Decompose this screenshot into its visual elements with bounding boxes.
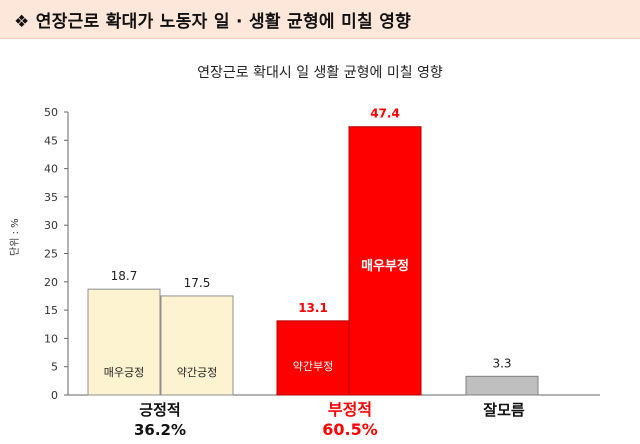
y-tick-label: 10 <box>44 332 58 345</box>
data-label: 3.3 <box>492 356 511 370</box>
y-tick-label: 50 <box>44 106 58 119</box>
group-unknown-name: 잘모름 <box>483 401 525 419</box>
y-tick-label: 5 <box>51 361 58 374</box>
bar-inner-label: 약간긍정 <box>177 365 217 379</box>
data-label: 18.7 <box>111 269 138 283</box>
bar-inner-label: 매우부정 <box>361 258 409 274</box>
chart-title: 연장근로 확대시 일 생활 균형에 미칠 영향 <box>197 65 443 81</box>
y-tick-label: 25 <box>44 248 58 261</box>
bar <box>160 295 234 396</box>
bar-inner-label: 매우긍정 <box>104 366 144 379</box>
y-tick-label: 40 <box>44 163 58 176</box>
group-negative-total: 60.5% <box>322 420 378 439</box>
y-tick-label: 45 <box>44 134 58 147</box>
y-tick-label: 35 <box>44 191 58 204</box>
bar-inner-label: 약간부정 <box>293 359 333 373</box>
bar <box>87 288 161 396</box>
y-tick-label: 0 <box>51 389 58 402</box>
y-tick-label: 15 <box>44 304 58 317</box>
bar <box>465 375 539 396</box>
banner-title-text: 연장근로 확대가 노동자 일 · 생활 균형에 미칠 영향 <box>35 12 412 32</box>
group-positive-total: 36.2% <box>133 421 187 439</box>
group-negative: 부정적 60.5% <box>270 400 430 440</box>
diamond-bullet-icon: ❖ <box>14 12 30 32</box>
group-unknown: 잘모름 <box>444 400 564 420</box>
group-negative-name: 부정적 <box>327 400 373 419</box>
data-label: 47.4 <box>370 107 400 121</box>
data-label: 17.5 <box>184 276 211 290</box>
bar <box>276 320 350 396</box>
group-positive-name: 긍정적 <box>139 401 181 419</box>
header-banner: ❖ 연장근로 확대가 노동자 일 · 생활 균형에 미칠 영향 <box>0 0 640 39</box>
data-label: 13.1 <box>298 301 328 315</box>
y-tick-label: 20 <box>44 276 58 289</box>
bar <box>348 126 422 396</box>
y-tick-label: 30 <box>44 219 58 232</box>
group-positive: 긍정적 36.2% <box>80 400 240 440</box>
banner-title: ❖ 연장근로 확대가 노동자 일 · 생활 균형에 미칠 영향 <box>14 7 411 32</box>
